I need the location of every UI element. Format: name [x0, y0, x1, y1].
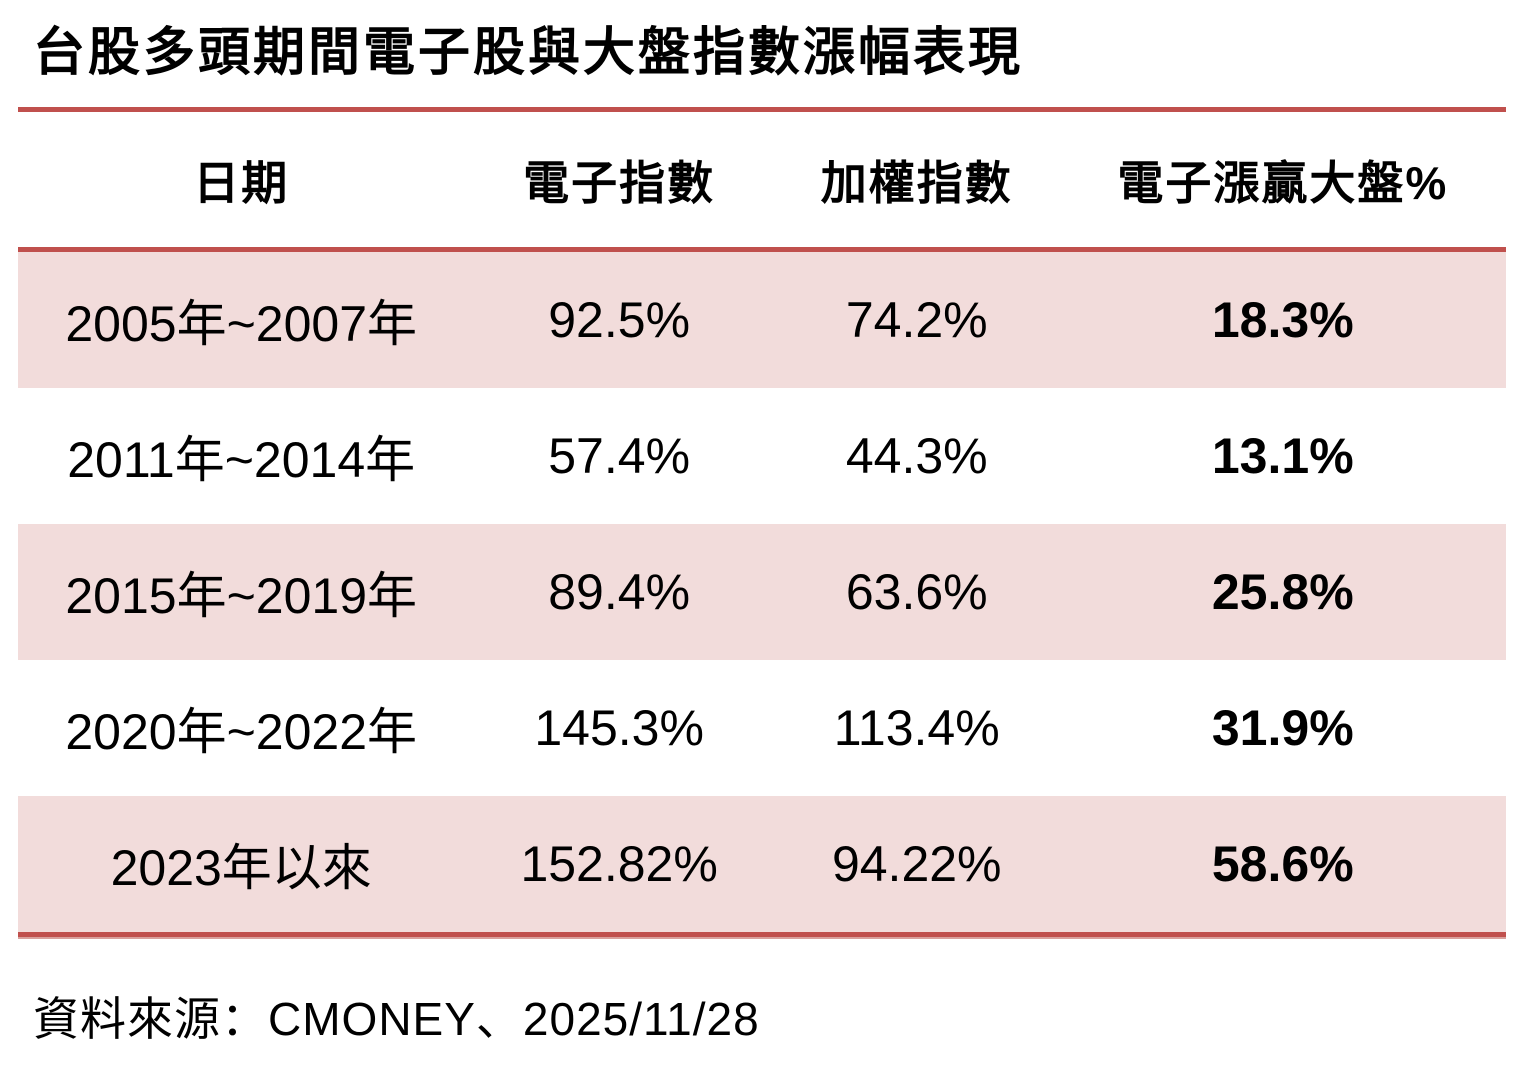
- column-header-outperform: 電子漲贏大盤%: [1117, 156, 1449, 209]
- weighted-index-cell: 74.2%: [845, 292, 988, 348]
- outperform-cell: 31.9%: [1211, 700, 1354, 756]
- table-row: 2011年~2014年 57.4% 44.3% 13.1%: [18, 388, 1506, 524]
- electronics-index-cell: 89.4%: [548, 564, 691, 620]
- weighted-index-cell: 94.22%: [831, 836, 1002, 892]
- header-divider-rule: [18, 247, 1506, 252]
- electronics-index-cell: 152.82%: [520, 836, 718, 892]
- outperform-cell: 18.3%: [1211, 292, 1354, 348]
- table-header-row: 日期 電子指數 加權指數 電子漲贏大盤%: [18, 112, 1506, 247]
- table-row: 2015年~2019年 89.4% 63.6% 25.8%: [18, 524, 1506, 660]
- column-header-date: 日期: [193, 156, 290, 209]
- period-cell: 2005年~2007年: [65, 296, 418, 352]
- title-block: 台股多頭期間電子股與大盤指數漲幅表現: [0, 0, 1514, 107]
- period-cell: 2020年~2022年: [65, 704, 418, 760]
- column-header-weighted: 加權指數: [820, 156, 1013, 209]
- table-row: 2020年~2022年 145.3% 113.4% 31.9%: [18, 660, 1506, 796]
- table-row: 2005年~2007年 92.5% 74.2% 18.3%: [18, 252, 1506, 388]
- source-caption: 資料來源：CMONEY、2025/11/28: [33, 993, 760, 1045]
- weighted-index-cell: 63.6%: [845, 564, 988, 620]
- weighted-index-cell: 44.3%: [845, 428, 988, 484]
- source-block: 資料來源：CMONEY、2025/11/28: [0, 939, 1514, 1049]
- table-body: 2005年~2007年 92.5% 74.2% 18.3% 2011年~2014…: [0, 252, 1514, 932]
- period-cell: 2023年以來: [110, 840, 372, 896]
- weighted-index-cell: 113.4%: [833, 700, 1000, 756]
- period-cell: 2011年~2014年: [67, 432, 416, 488]
- column-header-electronics: 電子指數: [523, 156, 716, 209]
- table-row: 2023年以來 152.82% 94.22% 58.6%: [18, 796, 1506, 932]
- outperform-cell: 58.6%: [1211, 836, 1354, 892]
- outperform-cell: 25.8%: [1211, 564, 1354, 620]
- bottom-divider-rule: [18, 932, 1506, 939]
- electronics-index-cell: 57.4%: [548, 428, 691, 484]
- electronics-index-cell: 92.5%: [548, 292, 691, 348]
- page-title: 台股多頭期間電子股與大盤指數漲幅表現: [33, 23, 1024, 82]
- period-cell: 2015年~2019年: [65, 568, 418, 624]
- top-divider-rule: [18, 107, 1506, 112]
- electronics-index-cell: 145.3%: [534, 700, 704, 756]
- outperform-cell: 13.1%: [1211, 428, 1354, 484]
